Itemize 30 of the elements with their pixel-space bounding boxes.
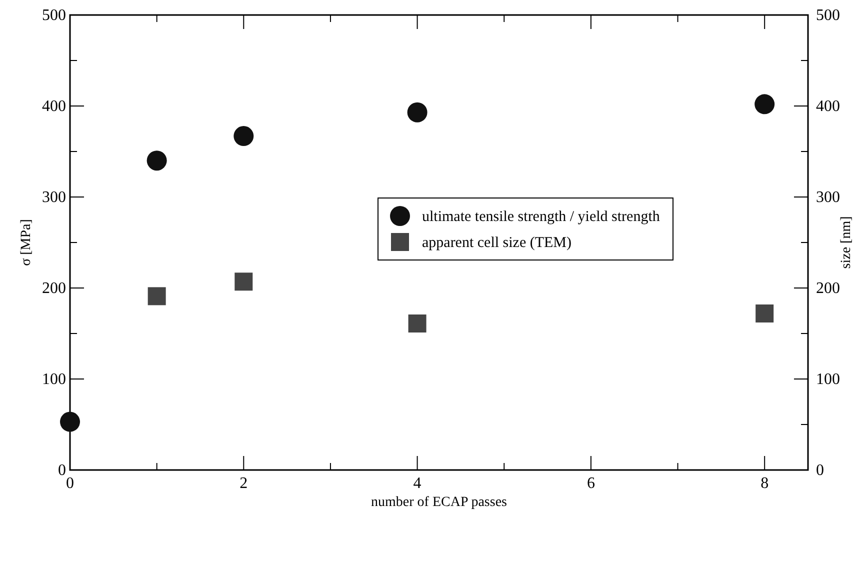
point [756, 304, 774, 322]
point [408, 314, 426, 332]
x-tick-label: 2 [240, 475, 248, 492]
y-axis-title: σ [MPa] [19, 219, 34, 266]
y-tick-label: 0 [58, 462, 66, 479]
y2-tick-label: 400 [816, 98, 840, 115]
point [754, 94, 775, 114]
y2-tick-label: 0 [816, 462, 824, 479]
legend-label: apparent cell size (TEM) [422, 235, 572, 251]
x-tick-label: 8 [760, 475, 769, 492]
y2-tick-label: 200 [816, 280, 840, 297]
y-tick-label: 300 [42, 189, 66, 206]
x-tick-label: 6 [586, 475, 595, 492]
y2-tick-label: 300 [816, 189, 840, 206]
point [148, 287, 166, 306]
y-tick-label: 500 [42, 7, 66, 24]
y-tick-label: 200 [42, 280, 66, 297]
x-tick-label: 4 [413, 475, 422, 492]
x-axis-title: number of ECAP passes [371, 495, 507, 510]
point [60, 412, 80, 432]
legend-label: ultimate tensile strength / yield strength [422, 209, 660, 225]
y2-tick-label: 500 [816, 7, 840, 24]
y-tick-label: 100 [42, 371, 66, 388]
point [146, 150, 167, 171]
point [234, 272, 253, 291]
y2-tick-label: 100 [816, 371, 840, 388]
point [234, 126, 254, 146]
y2-axis-title: size [nm] [839, 216, 854, 269]
point [407, 102, 428, 122]
y-tick-label: 400 [42, 98, 66, 115]
